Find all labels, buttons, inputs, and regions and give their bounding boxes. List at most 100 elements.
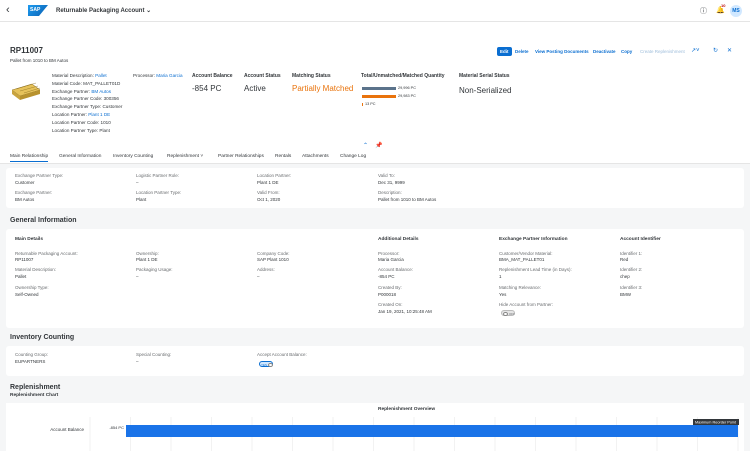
account-balance-label: Account Balance <box>192 73 233 79</box>
account-status-label: Account Status <box>244 73 281 79</box>
header-attribute: Exchange Partner Code: 300356 <box>52 96 119 101</box>
counting-group-value: EUPARTNERS <box>15 359 46 364</box>
view-posting-documents-button[interactable]: View Posting Documents <box>535 49 589 54</box>
description-value: Pallet from 1010 to BM Autos <box>378 197 437 202</box>
chart-annotation-bg <box>693 419 739 425</box>
ownership-link[interactable]: Plant 1 DE <box>136 257 158 262</box>
pin-header-icon[interactable]: 📌 <box>375 143 383 149</box>
inventory-counting-card <box>6 346 744 376</box>
toggle-state: YES <box>261 363 268 367</box>
tab-main-relationship[interactable]: Main Relationship <box>10 154 49 162</box>
chart-category-label: Account Balance <box>50 427 84 432</box>
header-attribute: Material Description: Pallet <box>52 73 107 78</box>
valid-from-value: Oct 1, 2020 <box>257 197 281 202</box>
main-details-heading: Main Details <box>15 237 43 242</box>
header-attribute-value[interactable]: BM Autos <box>91 88 111 94</box>
share-icon[interactable]: ↗˅ <box>691 48 700 54</box>
tab-replenishment[interactable]: Replenishment ˅ <box>167 154 204 159</box>
tab-general-information[interactable]: General Information <box>59 154 102 159</box>
header-attribute-label: Material Code: <box>52 80 84 86</box>
sap-logo[interactable]: SAP <box>28 5 48 16</box>
additional-details-heading: Additional Details <box>378 237 419 242</box>
header-attribute-value[interactable]: Pallet <box>95 73 107 78</box>
quantity-bar <box>362 87 396 90</box>
packaging-usage-value: – <box>136 274 139 279</box>
serial-status-value: Non-Serialized <box>459 86 512 95</box>
header-attribute-value[interactable]: Plant 1 DE <box>88 112 111 117</box>
toggle-knob <box>503 311 508 316</box>
tab-change-log[interactable]: Change Log <box>340 154 367 159</box>
delete-button[interactable]: Delete <box>515 49 529 54</box>
hide-account-label: Hide Account from Partner: <box>499 302 554 307</box>
exchange-partner-type-label: Exchange Partner Type: <box>15 173 64 178</box>
identifier-2-label: Identifier 2: <box>620 267 643 272</box>
chart-annotation: Maximum Reorder Point <box>695 421 737 425</box>
account-balance-field-value: -854 PC <box>378 274 395 279</box>
pallet-image <box>11 82 41 100</box>
exchange-partner-type-value: Customer <box>15 180 35 185</box>
hide-account-toggle[interactable]: OFF <box>501 310 515 316</box>
location-partner-link[interactable]: Plant 1 DE <box>257 180 279 185</box>
deactivate-button[interactable]: Deactivate <box>593 49 616 54</box>
chart-data-label: -854 PC <box>109 425 124 430</box>
quantity-bar-label: 29,983 PC <box>397 94 416 98</box>
general-information-card <box>6 229 744 328</box>
header-attribute-label: Material Description: <box>52 73 96 78</box>
identifier-3-value: BMW <box>620 292 631 297</box>
tab-rentals[interactable]: Rentals <box>275 154 292 159</box>
quantity-bar-label: 29,996 PC <box>398 86 416 90</box>
created-by-link[interactable]: P000018 <box>378 292 397 297</box>
description-label: Description: <box>378 190 402 195</box>
account-identifier-heading: Account Identifier <box>620 237 661 242</box>
company-code-value: SAP Plant 1010 <box>257 257 289 262</box>
shell-bar: ‹ SAP Returnable Packaging Account ⌄ ⓘ 🔔… <box>0 0 750 22</box>
edit-button[interactable]: Edit <box>497 47 512 56</box>
matching-status-label: Matching Status <box>292 73 331 79</box>
lead-time-value: 1 <box>499 274 502 279</box>
replenishment-chart-card: Replenishment Overview Account Balance -8… <box>6 403 744 451</box>
tab-partner-relationships[interactable]: Partner Relationships <box>218 154 264 159</box>
app-title-menu[interactable]: Returnable Packaging Account ⌄ <box>56 8 152 14</box>
close-icon[interactable]: ✕ <box>727 48 733 54</box>
help-icon[interactable]: ⓘ <box>700 8 707 15</box>
replenishment-overview-title: Replenishment Overview <box>378 407 436 412</box>
copy-button[interactable]: Copy <box>621 49 633 54</box>
location-partner-type-value: Plant <box>136 197 147 202</box>
collapse-header-icon[interactable]: ⌃ <box>363 143 369 149</box>
toggle-knob <box>268 362 273 367</box>
identifier-1-label: Identifier 1: <box>620 251 643 256</box>
ownership-type-label: Ownership Type: <box>15 285 49 290</box>
header-attribute-label: Exchange Partner Type: <box>52 104 103 110</box>
exchange-partner-label: Exchange Partner: <box>15 190 53 195</box>
back-icon[interactable]: ‹ <box>6 4 10 16</box>
customer-vendor-material-value: BMA_MAT_PALLET01 <box>499 257 545 262</box>
quantity-label: Total/Unmatched/Matched Quantity <box>361 73 445 79</box>
processor-link-2[interactable]: Maria Garcia <box>378 257 404 262</box>
location-partner-label: Location Partner: <box>257 173 292 178</box>
toggle-state: OFF <box>509 312 515 316</box>
valid-to-label: Valid To: <box>378 173 395 178</box>
replenishment-chart-title: Replenishment Chart <box>10 393 59 398</box>
refresh-icon[interactable]: ↻ <box>713 48 719 54</box>
inventory-counting-title: Inventory Counting <box>10 334 75 341</box>
counting-group-label: Counting Group: <box>15 352 49 357</box>
valid-from-label: Valid From: <box>257 190 280 195</box>
create-replenishment-button[interactable]: Create Replenishment <box>640 49 685 54</box>
address-value: – <box>257 274 260 279</box>
header-attribute-value: Plant <box>99 127 110 133</box>
tab-inventory-counting[interactable]: Inventory Counting <box>113 154 154 159</box>
processor-link[interactable]: Maria Garcia <box>156 73 183 78</box>
object-title: RP11007 <box>10 46 43 55</box>
identifier-2-value: chep <box>620 274 630 279</box>
tab-attachments[interactable]: Attachments <box>302 154 329 159</box>
header-attribute-value: Customer <box>102 104 123 110</box>
packaging-usage-label: Packaging Usage: <box>136 267 173 272</box>
special-counting-value: – <box>136 359 139 364</box>
accept-balance-toggle[interactable]: YES <box>259 361 273 367</box>
header-attribute: Location Partner: Plant 1 DE <box>52 112 110 117</box>
notifications-icon[interactable]: 🔔 <box>716 7 725 14</box>
header-attribute-label: Location Partner Code: <box>52 119 101 125</box>
user-avatar[interactable]: MS <box>730 5 742 17</box>
exchange-partner-link[interactable]: BM Autos <box>15 197 35 202</box>
material-description-link[interactable]: Pallet <box>15 274 27 279</box>
